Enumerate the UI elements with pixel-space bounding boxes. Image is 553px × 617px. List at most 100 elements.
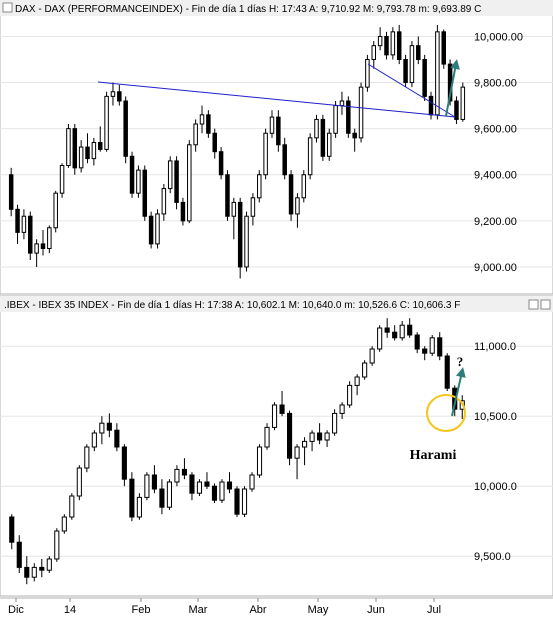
ibex-candle — [151, 465, 157, 494]
dax-candle — [97, 126, 103, 152]
ibex-candle-body — [241, 488, 248, 515]
x-tick-label: Jun — [367, 604, 385, 616]
harami-circle — [426, 394, 466, 432]
question-mark-label: ? — [457, 354, 464, 369]
dax-candle — [454, 96, 459, 125]
ibex-candle — [249, 472, 255, 492]
ibex-candle — [286, 410, 293, 466]
dax-candle-body — [123, 100, 128, 157]
dax-candle — [40, 230, 46, 256]
ibex-candle — [84, 444, 90, 473]
ibex-candle — [302, 437, 308, 466]
ibex-candle — [144, 472, 150, 501]
ibex-candle — [204, 472, 210, 489]
ibex-candle-body — [166, 481, 172, 508]
dax-candle-body — [307, 137, 313, 176]
x-tick-label: May — [308, 604, 329, 616]
ibex-panel-frame — [0, 295, 553, 597]
x-tick-label: Feb — [132, 604, 151, 616]
dax-candle — [110, 82, 116, 106]
ibex-candle — [399, 321, 405, 341]
dax-candle — [250, 193, 256, 226]
ibex-y-tick-label: 9,500.0 — [474, 551, 511, 563]
dax-candle — [180, 197, 186, 226]
dax-candle — [295, 193, 300, 228]
dax-y-tick-label: 10,000.00 — [474, 31, 523, 43]
dax-candle-body — [155, 213, 160, 245]
dax-candle-body — [28, 215, 33, 254]
dax-candle — [307, 133, 313, 180]
dax-candle-body — [187, 144, 192, 222]
ibex-candle-body — [174, 468, 180, 483]
ibex-candle-body — [69, 495, 75, 518]
ibex-candle — [324, 430, 330, 447]
ibex-candle — [16, 535, 22, 573]
dax-candle — [314, 114, 319, 143]
ibex-candle — [166, 479, 172, 510]
dax-candle-body — [212, 132, 217, 153]
dax-candle — [301, 170, 307, 203]
dax-candle-body — [346, 100, 351, 134]
ibex-candle — [332, 409, 338, 436]
dax-candle-body — [454, 100, 459, 120]
dax-candle — [34, 239, 39, 267]
ibex-candle-body — [234, 488, 240, 515]
ibex-candle — [241, 486, 248, 517]
dax-candle-body — [384, 35, 389, 56]
dax-candle — [104, 91, 109, 152]
ibex-maximize-button[interactable] — [540, 299, 551, 310]
dax-candle — [428, 91, 434, 120]
dax-y-tick-label: 9,000.00 — [474, 262, 517, 274]
ibex-candle — [384, 318, 390, 338]
dax-y-axis: 10,000.00 9,800.00 9,600.00 9,400.00 9,200.0… — [474, 31, 523, 274]
ibex-candle — [114, 423, 120, 452]
dax-candle-body — [403, 58, 408, 84]
ibex-candle-body — [114, 429, 120, 448]
ibex-candle-body — [324, 432, 330, 441]
ibex-y-tick-label: 10,500.0 — [474, 411, 517, 423]
dax-candle — [288, 170, 294, 221]
dax-candle-body — [396, 31, 402, 60]
ibex-candle-body — [369, 348, 375, 364]
dax-candle — [91, 137, 97, 166]
ibex-candle — [309, 430, 315, 452]
dax-candle-body — [301, 174, 307, 199]
ibex-minimize-button[interactable] — [528, 299, 539, 310]
dax-candle-body — [174, 160, 179, 203]
dax-candle — [123, 96, 128, 164]
ibex-candle-body — [339, 404, 345, 414]
dax-candle — [371, 41, 377, 69]
ibex-candle-body — [204, 481, 210, 487]
ibex-candle-body — [317, 432, 323, 441]
dax-candle-body — [110, 91, 116, 97]
dax-y-tick-label: 9,200.00 — [474, 216, 517, 228]
dax-candle — [72, 124, 78, 175]
ibex-candle-body — [91, 432, 97, 448]
dax-candle — [416, 36, 421, 65]
dax-candle-body — [104, 95, 109, 150]
ibex-candle-body — [286, 412, 293, 459]
dax-candle — [53, 190, 58, 233]
dax-candle — [409, 41, 415, 88]
dax-candle — [21, 209, 27, 240]
x-axis: Dic 14 Feb Mar Abr May Jun Jul — [0, 597, 553, 616]
dax-candle — [320, 114, 326, 161]
dax-candle — [396, 24, 402, 65]
ibex-candle-body — [332, 412, 338, 434]
ibex-candle-body — [136, 496, 142, 518]
dax-candle — [257, 170, 262, 203]
dax-candle — [237, 197, 243, 279]
ibex-candle — [392, 325, 398, 341]
ibex-candle-body — [16, 541, 22, 568]
ibex-candle-body — [24, 566, 30, 578]
ibex-candle — [159, 479, 165, 515]
dax-candle-body — [97, 141, 103, 150]
ibex-header-bar — [0, 296, 553, 312]
dax-header-checkbox[interactable] — [2, 2, 13, 13]
dax-candle-body — [225, 174, 230, 217]
ibex-candle — [196, 479, 203, 496]
dax-candle — [155, 209, 160, 249]
dax-candle — [187, 140, 192, 224]
dax-candle — [244, 211, 249, 272]
dax-candle-body — [390, 31, 396, 56]
